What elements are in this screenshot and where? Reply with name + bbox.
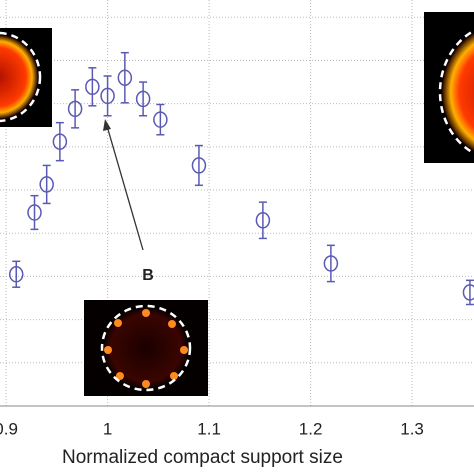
point (85, 67, 100, 107)
point (153, 103, 168, 136)
x-tick-label: 1 (103, 419, 112, 438)
marker (323, 255, 339, 272)
marker (191, 157, 207, 174)
x-axis-label: Normalized compact support size (62, 447, 343, 468)
point (462, 279, 474, 306)
inset-circle (0, 31, 42, 123)
marker (67, 100, 83, 118)
point (323, 244, 339, 283)
inset-heat (102, 306, 190, 390)
x-tick-label: 1.3 (400, 419, 424, 438)
point (52, 121, 68, 162)
point (27, 194, 42, 231)
marker (39, 176, 54, 193)
point (255, 201, 271, 240)
marker (153, 111, 168, 128)
inset-heat (0, 35, 38, 119)
arrow (106, 125, 144, 251)
marker (85, 78, 100, 96)
marker (27, 204, 42, 221)
inset-spots (104, 309, 188, 388)
marker (100, 87, 115, 105)
marker (8, 266, 24, 283)
annotation: B (142, 267, 154, 284)
marker (462, 284, 474, 301)
marker (52, 133, 68, 150)
marker (255, 212, 271, 229)
point (135, 81, 151, 117)
point (100, 75, 115, 117)
x-tick-label: 0.9 (0, 419, 18, 438)
x-tick-label: 1.2 (299, 419, 323, 438)
inset-heat (442, 33, 474, 151)
point (39, 164, 54, 205)
point (191, 144, 207, 187)
marker (135, 90, 151, 108)
point (8, 260, 24, 288)
point (117, 51, 133, 104)
inset-circle (100, 304, 192, 392)
arrow-head (103, 119, 111, 131)
x-tick-label: 1.1 (197, 419, 221, 438)
point (67, 89, 83, 129)
marker (117, 69, 133, 86)
inset-images (0, 12, 474, 396)
